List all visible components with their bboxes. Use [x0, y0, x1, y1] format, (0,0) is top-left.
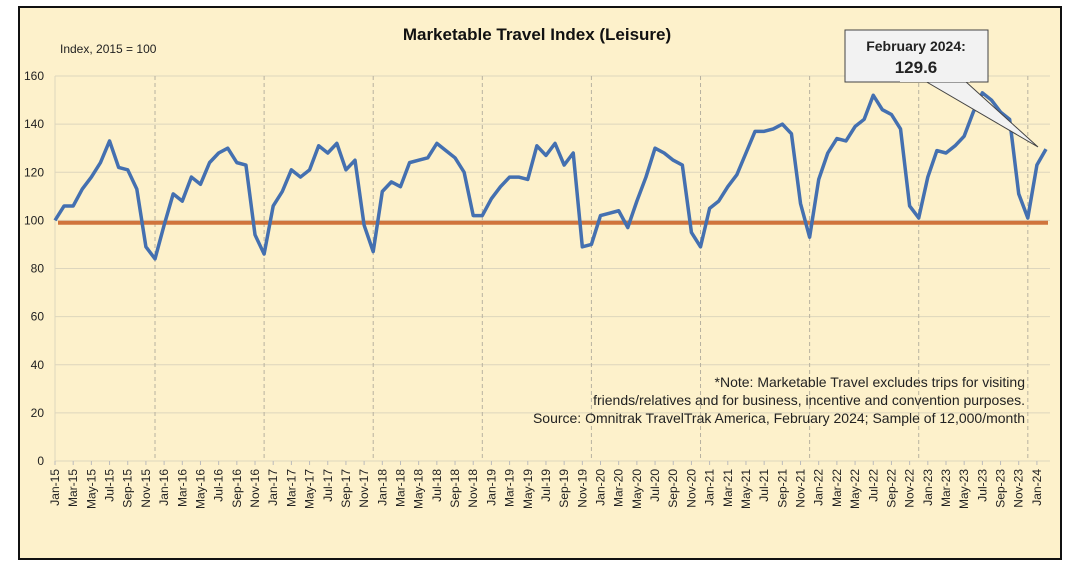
x-tick-label: Jan-19	[484, 469, 498, 506]
callout-joint	[900, 78, 970, 82]
y-axis-label: Index, 2015 = 100	[60, 42, 157, 56]
x-tick-label: Jan-21	[703, 469, 717, 506]
x-tick-label: Nov-23	[1012, 469, 1026, 508]
x-tick-label: Jan-23	[921, 469, 935, 506]
x-tick-label: Jul-20	[648, 469, 662, 502]
callout: February 2024: 129.6	[844, 29, 1039, 148]
callout-line-1: February 2024:	[866, 38, 966, 54]
x-tick-label: Jan-18	[375, 469, 389, 506]
x-tick-label: Jul-16	[212, 469, 226, 502]
x-tick-label: May-19	[521, 469, 535, 509]
y-tick-label: 160	[24, 69, 44, 83]
chart-title: Marketable Travel Index (Leisure)	[403, 25, 671, 44]
x-tick-label: Nov-19	[575, 469, 589, 508]
x-tick-label: Jan-15	[48, 469, 62, 506]
x-tick-label: Sep-17	[339, 469, 353, 508]
x-tick-label: Sep-19	[557, 469, 571, 508]
x-tick-label: Nov-17	[357, 469, 371, 508]
note-text: *Note: Marketable Travel excludes trips …	[533, 374, 1025, 426]
x-tick-label: Mar-17	[284, 469, 298, 507]
x-tick-label: May-18	[412, 469, 426, 509]
x-tick-label: May-16	[193, 469, 207, 509]
y-tick-label: 120	[24, 165, 44, 179]
x-tick-label: Sep-23	[994, 469, 1008, 508]
x-tick-label: Nov-20	[684, 469, 698, 508]
y-axis-ticks: 0 20 40 60 80 100 120 140 160	[24, 69, 44, 468]
x-tick-label: Mar-18	[393, 469, 407, 507]
x-tick-label: Mar-15	[66, 469, 80, 507]
x-axis-ticks: Jan-15 Mar-15 May-15 Jul-15 Sep-15 Nov-15 Jan-…	[48, 461, 1044, 509]
x-tick-label: Mar-16	[175, 469, 189, 507]
x-tick-label: Sep-21	[775, 469, 789, 508]
x-tick-label: Jul-17	[321, 469, 335, 502]
y-tick-label: 60	[31, 310, 45, 324]
x-tick-label: Jul-18	[430, 469, 444, 502]
x-tick-label: May-22	[848, 469, 862, 509]
y-tick-label: 100	[24, 213, 44, 227]
x-tick-label: May-21	[739, 469, 753, 509]
x-tick-label: Nov-16	[248, 469, 262, 508]
x-tick-label: Sep-15	[121, 469, 135, 508]
x-tick-label: Nov-18	[466, 469, 480, 508]
x-tick-label: Jul-15	[103, 469, 117, 502]
x-tick-label: Mar-21	[721, 469, 735, 507]
chart-frame	[18, 6, 1062, 560]
x-tick-label: Mar-20	[612, 469, 626, 507]
gridlines	[54, 75, 1050, 462]
x-tick-label: May-20	[630, 469, 644, 509]
x-tick-label: Jan-16	[157, 469, 171, 506]
callout-box	[844, 29, 989, 83]
x-tick-label: May-17	[303, 469, 317, 509]
note-line-1: *Note: Marketable Travel excludes trips …	[715, 374, 1025, 390]
x-tick-label: May-23	[957, 469, 971, 509]
x-tick-label: Mar-23	[939, 469, 953, 507]
y-tick-label: 40	[31, 358, 45, 372]
y-tick-label: 0	[37, 454, 44, 468]
callout-value: 129.6	[895, 58, 938, 77]
x-tick-label: Jan-24	[1030, 469, 1044, 506]
x-tick-label: May-15	[84, 469, 98, 509]
x-tick-label: Sep-18	[448, 469, 462, 508]
x-tick-label: Nov-15	[139, 469, 153, 508]
note-line-2: friends/relatives and for business, ince…	[593, 392, 1025, 408]
x-tick-label: Jul-21	[757, 469, 771, 502]
y-tick-label: 20	[31, 406, 45, 420]
x-tick-label: Sep-16	[230, 469, 244, 508]
x-tick-label: Nov-21	[794, 469, 808, 508]
note-line-3: Source: Omnitrak TravelTrak America, Feb…	[533, 410, 1025, 426]
x-tick-label: Mar-22	[830, 469, 844, 507]
x-tick-label: Nov-22	[903, 469, 917, 508]
y-tick-label: 140	[24, 117, 44, 131]
x-tick-label: Jul-23	[975, 469, 989, 502]
x-tick-label: Sep-20	[666, 469, 680, 508]
data-points	[54, 92, 1047, 259]
callout-pointer	[923, 80, 1039, 148]
x-tick-label: Jan-22	[812, 469, 826, 506]
x-tick-label: Jul-19	[539, 469, 553, 502]
x-tick-label: Jul-22	[866, 469, 880, 502]
x-tick-label: Sep-22	[884, 469, 898, 508]
x-tick-label: Mar-19	[503, 469, 517, 507]
x-tick-label: Jan-20	[594, 469, 608, 506]
x-tick-label: Jan-17	[266, 469, 280, 506]
series-line	[53, 91, 1048, 261]
y-tick-label: 80	[31, 262, 45, 276]
